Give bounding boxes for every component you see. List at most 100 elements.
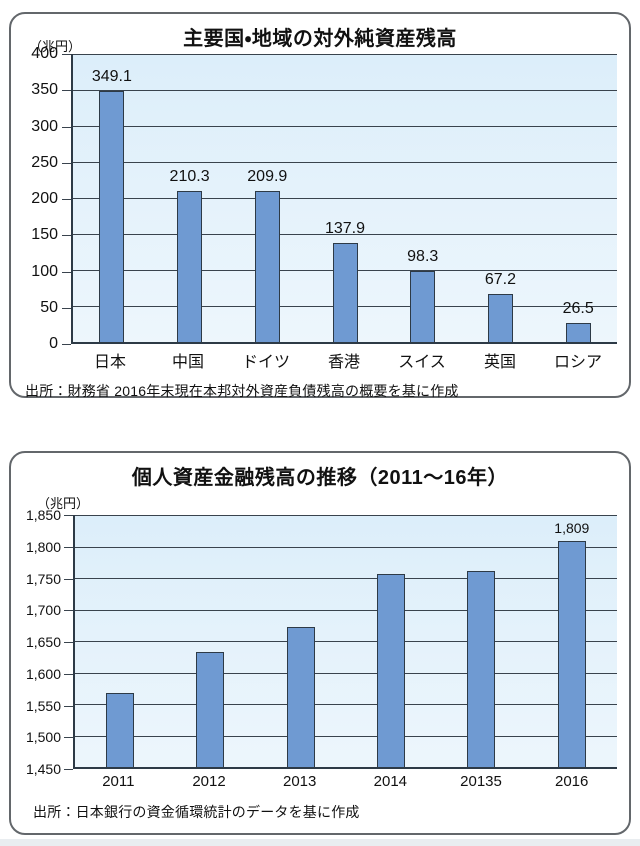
plot-area: 1,809: [73, 515, 617, 769]
y-tick-label: 1,550: [25, 697, 61, 714]
y-tick-label: 1,450: [25, 761, 61, 777]
plot-area: 349.1 210.3 209.9 137.9 98.3 67.2 26.5: [71, 54, 617, 344]
bar-slot: [346, 515, 436, 767]
y-axis: 1,850 1,800 1,750 1,700 1,650 1,600 1,550 1,500…: [23, 507, 73, 777]
y-tick-mark: [64, 642, 73, 643]
y-tick-mark: [62, 307, 71, 309]
x-axis-label: ロシア: [553, 354, 602, 371]
y-tick-mark: [62, 54, 71, 55]
gridline: [75, 704, 617, 705]
chart-header: 個人資産金融残高の推移（2011〜16年） （兆円）: [23, 461, 617, 515]
gridline: [75, 609, 617, 611]
x-axis-label: 2014: [373, 773, 408, 790]
bar-中国: [177, 190, 203, 342]
bar-value-label: 98.3: [407, 248, 439, 266]
y-tick-mark: [62, 199, 71, 200]
y-tick-label: 1,500: [25, 729, 61, 746]
y-tick-mark: [62, 126, 71, 128]
bar-slot: 210.3: [151, 54, 229, 342]
y-tick-label: 400: [31, 45, 58, 62]
bar-英国: [487, 293, 513, 342]
x-axis-label: 20135: [460, 773, 502, 790]
bar-2014: [377, 574, 406, 767]
y-tick-label: 200: [31, 190, 58, 207]
y-tick-mark: [62, 271, 71, 273]
chart-panel-net-external-assets: 主要国・地域の対外純資産残高 （兆円） 400 350 300 250 200 150 10…: [9, 12, 631, 399]
gridline: [75, 641, 617, 642]
y-tick-label: 350: [31, 81, 58, 99]
x-axis-label: 香港: [327, 354, 360, 371]
x-axis: 日本 中国 ドイツ 香港 スイス 英国 ロシア: [71, 344, 617, 372]
bar-slot: [256, 515, 346, 767]
bar-2012: [196, 652, 225, 767]
gridline: [73, 162, 617, 163]
bar-2016: [557, 540, 586, 767]
y-tick-label: 1,600: [25, 665, 61, 682]
y-tick-label: 250: [31, 153, 58, 171]
bar-slot: 209.9: [228, 54, 306, 342]
x-axis-label: 英国: [483, 354, 516, 371]
x-axis-label: ドイツ: [241, 354, 290, 371]
y-axis-unit-label: （兆円）: [37, 496, 90, 511]
gridline: [73, 198, 617, 199]
y-tick-mark: [62, 235, 71, 237]
y-tick-label: 1,750: [25, 570, 61, 587]
gridline: [75, 735, 617, 737]
y-tick-mark: [64, 578, 73, 580]
chart-title: 個人資産金融残高の推移（2011〜16年）: [131, 467, 509, 489]
bar-chart: 400 350 300 250 200 150 100 50 0 349.1 210.3 209.9…: [23, 45, 617, 352]
x-axis: 2011 2012 2013 2014 20135 2016: [73, 769, 617, 790]
y-axis: 400 350 300 250 200 150 100 50 0: [23, 45, 71, 352]
x-axis-label: 2013: [282, 773, 317, 790]
y-tick-label: 300: [31, 117, 58, 135]
y-tick-mark: [64, 610, 73, 612]
x-axis-label: 2012: [192, 773, 226, 790]
x-axis-label: 2016: [555, 773, 589, 790]
y-axis-unit-label: （兆円）: [29, 39, 82, 54]
x-axis-label: 2011: [102, 773, 135, 790]
bar-slot: 137.9: [306, 54, 384, 342]
bar-スイス: [410, 271, 436, 342]
y-tick-mark: [62, 90, 71, 92]
bar-value-label: 209.9: [247, 167, 288, 185]
page-bottom-strip: [0, 839, 640, 846]
bar-slot: 98.3: [384, 54, 462, 342]
bar-日本: [99, 90, 125, 342]
bar-chart: 1,850 1,800 1,750 1,700 1,650 1,600 1,550 1,500…: [23, 507, 617, 777]
bar-2013: [286, 626, 315, 767]
y-tick-label: 100: [31, 262, 58, 280]
y-tick-label: 1,800: [25, 538, 61, 555]
bar-ドイツ: [254, 190, 280, 342]
y-tick-label: 150: [31, 226, 58, 244]
gridline: [75, 546, 617, 548]
bar-20135: [467, 571, 496, 767]
chart-title: 主要国・地域の対外純資産残高: [183, 28, 457, 50]
y-tick-label: 50: [40, 298, 58, 316]
source-note: 出所：財務省 2016年末現在本邦対外資産負債残高の概要を基に作成: [25, 383, 459, 399]
y-tick-label: 1,700: [25, 602, 61, 619]
gridline: [75, 578, 617, 579]
y-tick-mark: [62, 162, 71, 164]
x-axis-label: スイス: [398, 354, 446, 371]
bar-slot: 26.5: [539, 54, 617, 342]
bar-slot: 67.2: [462, 54, 540, 342]
gridline: [73, 90, 617, 91]
bar-slot: [436, 515, 526, 767]
y-tick-mark: [64, 515, 73, 516]
bar-value-label: 210.3: [169, 167, 210, 185]
bar-香港: [332, 242, 358, 342]
bar-value-label: 67.2: [484, 270, 517, 288]
bar-value-label: 26.5: [562, 299, 594, 317]
gridline: [73, 234, 617, 235]
bar-2011: [106, 693, 135, 767]
y-tick-mark: [64, 737, 73, 739]
x-axis-label: 中国: [171, 354, 204, 371]
gridline: [75, 515, 617, 516]
x-axis-label: 日本: [93, 354, 126, 371]
bar-value-label: 349.1: [91, 67, 132, 85]
y-tick-mark: [64, 673, 73, 675]
y-tick-mark: [64, 546, 73, 548]
bar-slot: 349.1: [73, 54, 151, 342]
bar-ロシア: [565, 322, 591, 342]
